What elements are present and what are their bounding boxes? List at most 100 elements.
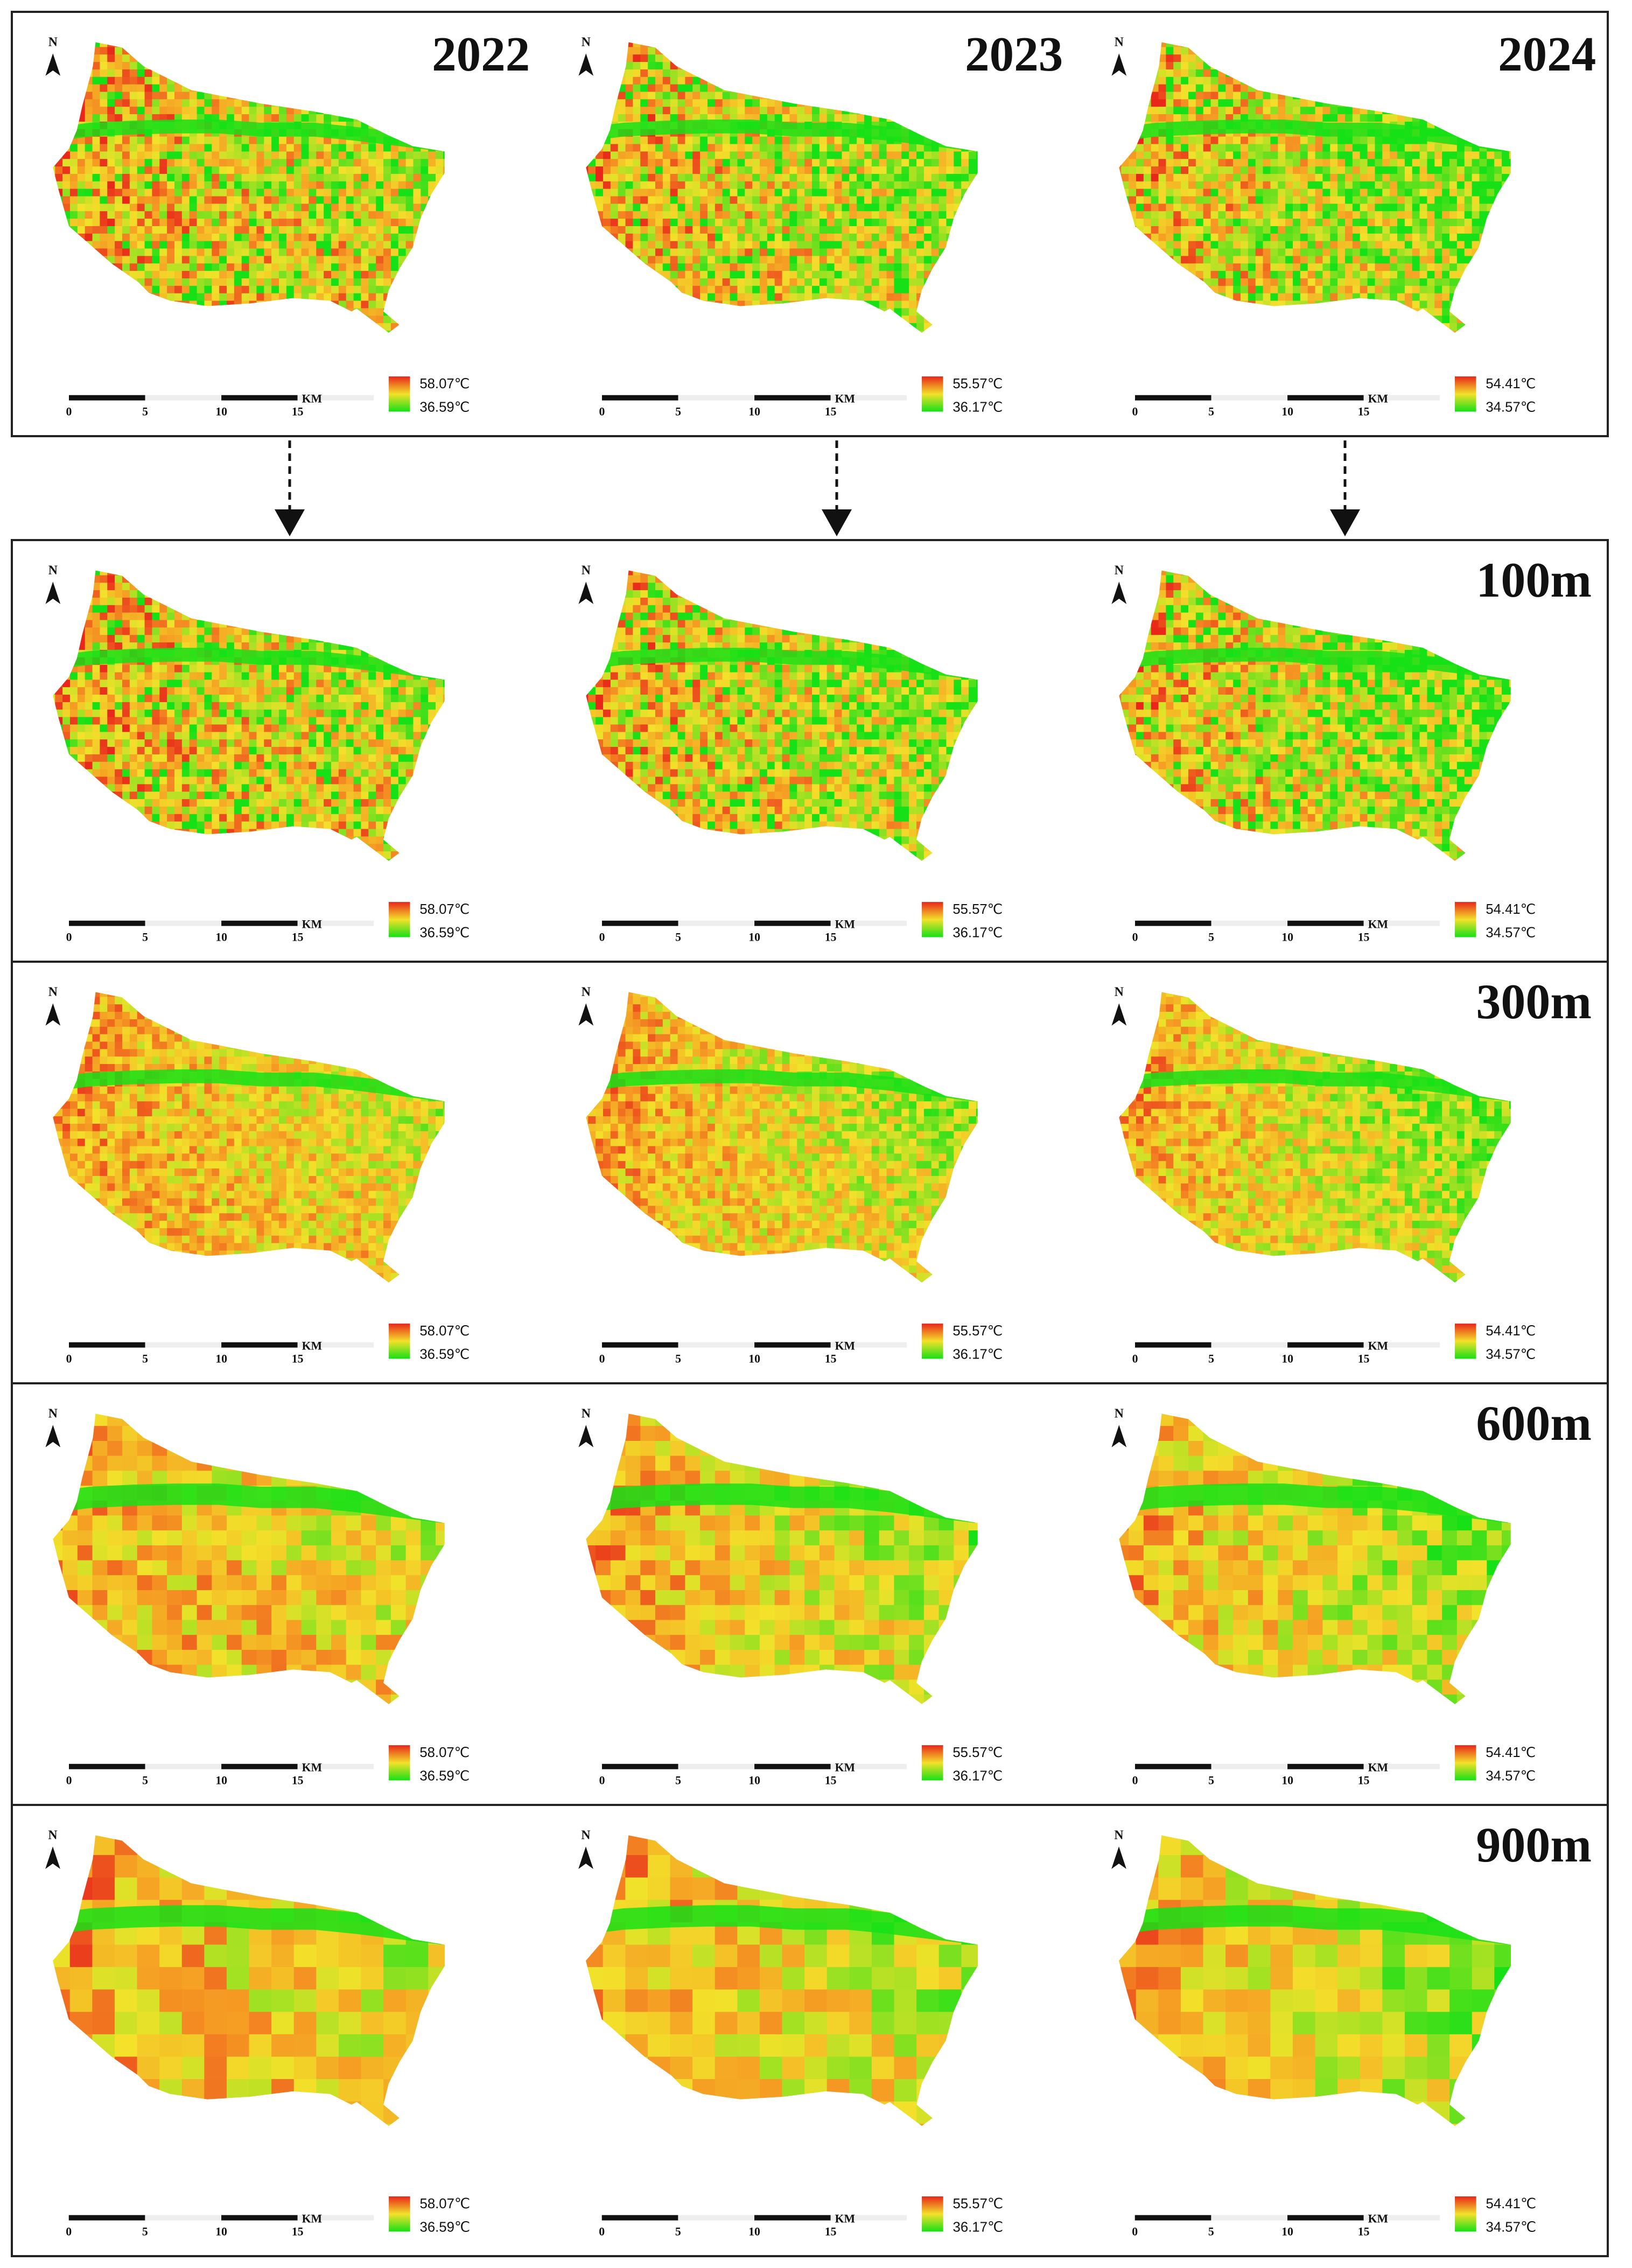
- scale-bar-tick: 10: [1281, 405, 1293, 418]
- scale-bar-unit: KM: [302, 1340, 322, 1353]
- scale-bar-tick: 5: [1208, 2225, 1214, 2238]
- legend-max-label: 58.07℃: [419, 1745, 470, 1760]
- scale-bar-tick: 10: [215, 1352, 227, 1365]
- scale-bar-segment: [221, 395, 298, 401]
- scale-bar-segment: [145, 920, 222, 926]
- resolution-band-600m: N 0 5 10 15 KM 58.07℃ 36.59℃ N 0 5 10 15 KM 55.57℃ 36.…: [11, 1382, 1609, 1806]
- legend-min-label: 36.17℃: [952, 1768, 1003, 1783]
- scale-bar-tick: 0: [599, 1352, 605, 1365]
- scale-bar-unit: KM: [1368, 393, 1388, 405]
- scale-bar-segment: [830, 1763, 907, 1769]
- north-arrow-icon: [45, 1425, 61, 1447]
- legend-max-label: 55.57℃: [953, 2196, 1003, 2211]
- scale-bar-segment: [1211, 920, 1288, 926]
- scale-bar-segment: [145, 395, 222, 401]
- scale-bar-segment: [1211, 2215, 1288, 2221]
- scale-bar-tick: 5: [142, 930, 148, 943]
- scale-bar-tick: 10: [748, 930, 760, 943]
- north-arrow-icon: [45, 1846, 60, 1869]
- scale-bar-tick: 5: [142, 2225, 148, 2238]
- legend-max-label: 54.41℃: [1486, 376, 1536, 391]
- temperature-legend-ramp: [388, 902, 410, 937]
- north-label: N: [48, 985, 58, 999]
- scale-bar-tick: 15: [1358, 1774, 1370, 1787]
- map-panel: N 0 5 10 15 KM 54.41℃ 34.57℃: [1079, 1384, 1612, 1804]
- scale-bar-segment: [754, 920, 831, 926]
- scale-bar-unit: KM: [835, 2213, 856, 2225]
- scale-bar-unit: KM: [1368, 918, 1388, 931]
- scale-bar-tick: 15: [292, 930, 304, 943]
- scale-bar-tick: 10: [1281, 1774, 1293, 1787]
- scale-bar-segment: [830, 920, 907, 926]
- legend-min-label: 34.57℃: [1486, 1347, 1536, 1362]
- scale-bar-tick: 10: [1281, 930, 1293, 943]
- scale-bar-tick: 15: [825, 2225, 837, 2238]
- temperature-raster: [586, 1413, 978, 1704]
- scale-bar-segment: [297, 1342, 374, 1348]
- north-arrow-icon: [45, 1003, 61, 1026]
- scale-bar-tick: 15: [292, 2225, 304, 2238]
- scale-bar-segment: [1287, 2215, 1364, 2221]
- scale-bar-tick: 0: [66, 2225, 72, 2238]
- scale-bar-tick: 10: [748, 1352, 760, 1365]
- scale-bar-segment: [602, 1763, 678, 1769]
- scale-bar-segment: [145, 2215, 222, 2221]
- scale-bar-unit: KM: [302, 918, 322, 931]
- legend-max-label: 55.57℃: [952, 1324, 1003, 1339]
- north-label: N: [1115, 1406, 1124, 1420]
- north-arrow-icon: [578, 1846, 593, 1869]
- scale-bar-tick: 5: [675, 1352, 681, 1365]
- scale-bar-tick: 5: [142, 405, 148, 418]
- scale-bar-segment: [297, 2215, 374, 2221]
- legend-min-label: 36.17℃: [952, 925, 1003, 940]
- north-label: N: [582, 1406, 591, 1420]
- north-label: N: [1115, 563, 1124, 577]
- scale-bar-segment: [1211, 1763, 1288, 1769]
- scale-bar-tick: 0: [1132, 405, 1138, 418]
- map-panel-2023: N 2023 0 5 10 15 KM 55.57℃ 36.17℃: [546, 13, 1079, 435]
- north-arrow-icon: [1111, 53, 1127, 76]
- temperature-raster: [53, 1413, 445, 1704]
- map-panel-2024: N 2024 0 5 10 15 KM 54.41℃ 34.57℃: [1079, 13, 1612, 435]
- temperature-raster: [1119, 42, 1511, 333]
- north-label: N: [582, 35, 591, 49]
- scale-bar-tick: 0: [66, 405, 72, 418]
- scale-bar-unit: KM: [302, 1761, 322, 1774]
- scale-bar-tick: 0: [1132, 2225, 1138, 2238]
- north-arrow-icon: [1111, 582, 1127, 604]
- temperature-raster: [53, 42, 445, 333]
- scale-bar-tick: 0: [66, 1774, 72, 1787]
- map-panel: N 0 5 10 15 KM 55.57℃ 36.17℃: [546, 1806, 1079, 2255]
- scale-bar-tick: 5: [142, 1774, 148, 1787]
- scale-bar-segment: [602, 1342, 678, 1348]
- scale-bar-segment: [221, 920, 298, 926]
- scale-bar-segment: [1134, 2215, 1211, 2221]
- map-panel: N 0 5 10 15 KM 54.41℃ 34.57℃: [1079, 963, 1612, 1382]
- scale-bar-tick: 15: [825, 930, 837, 943]
- north-label: N: [48, 563, 58, 577]
- north-arrow-icon: [578, 53, 594, 76]
- scale-bar-tick: 0: [599, 2225, 605, 2238]
- scale-bar-segment: [1287, 1342, 1364, 1348]
- north-arrow-icon: [578, 582, 594, 604]
- scale-bar-segment: [754, 2215, 831, 2221]
- scale-bar-segment: [1134, 395, 1211, 401]
- scale-bar-unit: KM: [1368, 1340, 1388, 1353]
- scale-bar-tick: 0: [1132, 930, 1138, 943]
- north-arrow-icon: [578, 1003, 594, 1026]
- legend-min-label: 34.57℃: [1486, 925, 1536, 940]
- legend-max-label: 54.41℃: [1486, 1324, 1536, 1339]
- scale-bar-segment: [1363, 1763, 1440, 1769]
- scale-bar-tick: 5: [1208, 405, 1214, 418]
- scale-bar-tick: 15: [1358, 1352, 1370, 1365]
- scale-bar-tick: 15: [292, 405, 304, 418]
- scale-bar-tick: 0: [599, 405, 605, 418]
- legend-min-label: 34.57℃: [1486, 400, 1536, 415]
- resolution-label: 600m: [1476, 1398, 1592, 1448]
- scale-bar-unit: KM: [835, 1340, 855, 1353]
- legend-max-label: 54.41℃: [1486, 1745, 1536, 1760]
- scale-bar-segment: [1363, 2215, 1440, 2221]
